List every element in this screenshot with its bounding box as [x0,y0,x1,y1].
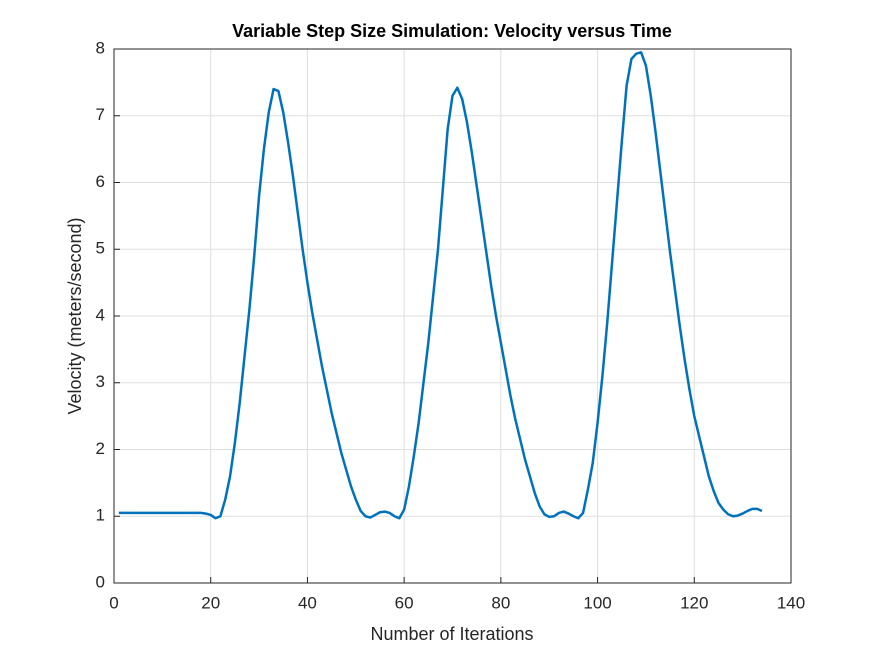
y-tick-label: 8 [96,38,105,57]
y-tick-label: 6 [96,172,105,191]
x-tick-label: 0 [109,593,118,612]
y-tick-label: 5 [96,239,105,258]
y-axis-label: Velocity (meters/second) [65,217,85,414]
y-tick-label: 1 [96,506,105,525]
y-tick-label: 4 [96,305,105,324]
x-tick-label: 80 [491,593,510,612]
y-tick-label: 7 [96,105,105,124]
chart-title: Variable Step Size Simulation: Velocity … [232,21,672,41]
y-tick-label: 0 [96,572,105,591]
x-tick-label: 20 [201,593,220,612]
x-tick-label: 40 [298,593,317,612]
y-tick-label: 2 [96,439,105,458]
x-axis-label: Number of Iterations [370,624,533,644]
x-tick-label: 120 [680,593,708,612]
x-tick-label: 60 [395,593,414,612]
x-tick-label: 140 [777,593,805,612]
plot-frame [113,48,792,584]
y-tick-label: 3 [96,372,105,391]
x-tick-label: 100 [583,593,611,612]
line [118,51,763,520]
